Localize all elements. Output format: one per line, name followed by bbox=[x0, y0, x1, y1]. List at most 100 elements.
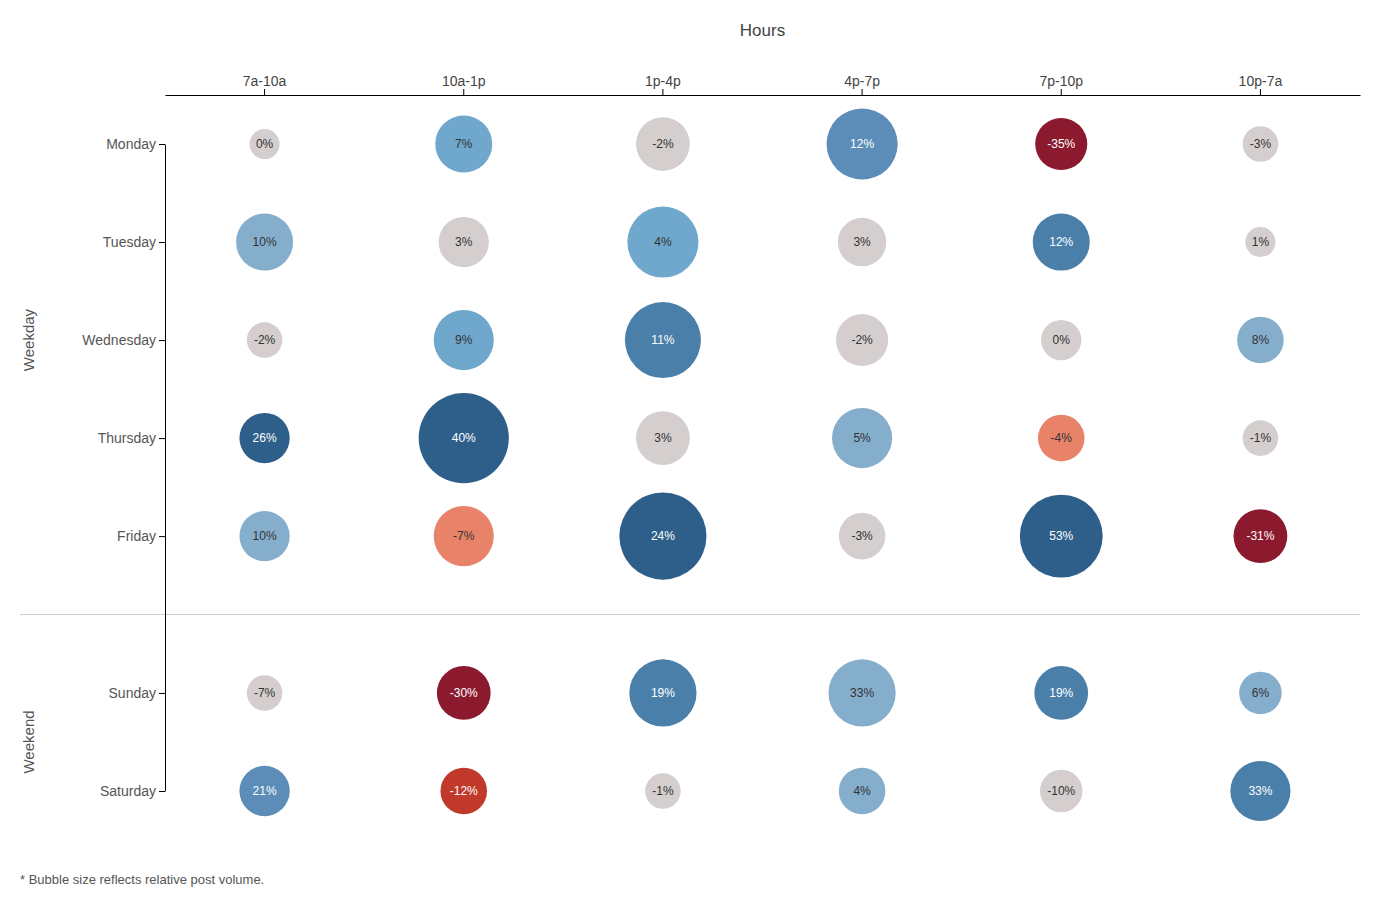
data-label: -3% bbox=[851, 529, 873, 543]
data-label: 3% bbox=[853, 235, 871, 249]
bubble bbox=[636, 411, 690, 465]
bubble bbox=[1234, 509, 1288, 563]
bubble bbox=[435, 115, 492, 172]
separators bbox=[20, 614, 1360, 615]
x-tick: 10a-1p bbox=[442, 73, 486, 95]
x-tick: 1p-4p bbox=[645, 73, 681, 95]
bubble bbox=[250, 129, 280, 159]
bubble bbox=[625, 302, 701, 378]
y-tick: Tuesday bbox=[103, 234, 165, 250]
y-tick: Saturday bbox=[100, 783, 165, 799]
bubble bbox=[1237, 317, 1284, 364]
bubble bbox=[437, 666, 491, 720]
bubble bbox=[1035, 118, 1087, 170]
bubble bbox=[836, 314, 888, 366]
annotations: * Bubble size reflects relative post vol… bbox=[20, 872, 264, 887]
bubble bbox=[1230, 761, 1290, 821]
y-tick-label: Tuesday bbox=[103, 234, 156, 250]
y-tick-mark bbox=[159, 340, 165, 341]
bubble bbox=[239, 766, 289, 816]
bubble bbox=[247, 322, 283, 358]
title: Hours bbox=[740, 21, 785, 40]
footnote: * Bubble size reflects relative post vol… bbox=[20, 872, 264, 887]
data-label: -7% bbox=[453, 529, 475, 543]
data-label: -2% bbox=[652, 137, 674, 151]
bubble bbox=[239, 413, 289, 463]
x-tick-mark bbox=[1260, 89, 1261, 95]
bubble bbox=[247, 675, 283, 711]
group-divider bbox=[20, 614, 1360, 615]
data-label: 10% bbox=[253, 529, 277, 543]
data-label: 26% bbox=[253, 431, 277, 445]
bubble bbox=[1245, 227, 1275, 257]
data-label: 4% bbox=[853, 784, 871, 798]
bubble bbox=[439, 217, 489, 267]
data-label: 24% bbox=[651, 529, 675, 543]
data-label: 7% bbox=[455, 137, 473, 151]
bubble bbox=[434, 506, 494, 566]
bubble bbox=[1038, 415, 1085, 462]
x-axis: 7a-10a 10a-1p 1p-4p 4p-7p 7p-10p 10p-7a bbox=[166, 73, 1361, 96]
y-tick: Thursday bbox=[98, 430, 165, 446]
y-tick: Wednesday bbox=[82, 332, 165, 348]
data-label: -2% bbox=[254, 333, 276, 347]
bubble bbox=[1040, 770, 1083, 813]
data-label: 0% bbox=[256, 137, 274, 151]
y-tick-label: Sunday bbox=[109, 685, 156, 701]
y-tick: Monday bbox=[106, 136, 165, 152]
bubble bbox=[440, 768, 487, 815]
data-label: -3% bbox=[1250, 137, 1272, 151]
x-tick-mark bbox=[463, 89, 464, 95]
bubble bbox=[1041, 320, 1081, 360]
data-label: -7% bbox=[254, 686, 276, 700]
data-label: -2% bbox=[851, 333, 873, 347]
bubble bbox=[1020, 495, 1103, 578]
x-tick: 10p-7a bbox=[1239, 73, 1283, 95]
plot: 7a-10a 10a-1p 1p-4p 4p-7p 7p-10p 10p-7a Monday… bbox=[20, 73, 1361, 821]
group-labels: WeekdayWeekend bbox=[20, 308, 37, 773]
data-label: -30% bbox=[450, 686, 478, 700]
bubble bbox=[1239, 672, 1282, 715]
group-label: Weekend bbox=[20, 710, 37, 773]
y-axis: MondayTuesdayWednesdayThursdayFridaySund… bbox=[82, 136, 165, 799]
bubble bbox=[1034, 666, 1088, 720]
x-tick-label: 10a-1p bbox=[442, 73, 486, 89]
bubbles bbox=[236, 108, 1290, 821]
x-tick-mark bbox=[1061, 89, 1062, 95]
bubble bbox=[236, 214, 293, 271]
bubble bbox=[239, 511, 289, 561]
data-label: 12% bbox=[1049, 235, 1073, 249]
data-label: 21% bbox=[253, 784, 277, 798]
bubble bbox=[419, 393, 509, 483]
x-tick-label: 1p-4p bbox=[645, 73, 681, 89]
bubble bbox=[619, 493, 706, 580]
data-label: 3% bbox=[455, 235, 473, 249]
data-label: 5% bbox=[853, 431, 871, 445]
y-tick: Sunday bbox=[109, 685, 165, 701]
bubble bbox=[839, 768, 886, 815]
bubble bbox=[1243, 420, 1279, 456]
x-tick: 7p-10p bbox=[1039, 73, 1083, 95]
x-tick: 4p-7p bbox=[844, 73, 880, 95]
x-axis-line bbox=[166, 95, 1361, 96]
data-label: 12% bbox=[850, 137, 874, 151]
bubble bbox=[827, 108, 898, 179]
x-tick: 7a-10a bbox=[243, 73, 287, 95]
data-label: 19% bbox=[651, 686, 675, 700]
data-label: 6% bbox=[1252, 686, 1270, 700]
y-tick-mark bbox=[159, 536, 165, 537]
bubble bbox=[828, 659, 895, 726]
data-label: 40% bbox=[452, 431, 476, 445]
y-tick-mark bbox=[159, 144, 165, 145]
data-label: -1% bbox=[652, 784, 674, 798]
bubble bbox=[1033, 214, 1090, 271]
data-label: -35% bbox=[1047, 137, 1075, 151]
data-label: 0% bbox=[1053, 333, 1071, 347]
bubble bbox=[832, 408, 892, 468]
x-tick-label: 7a-10a bbox=[243, 73, 287, 89]
x-tick-label: 4p-7p bbox=[844, 73, 880, 89]
y-tick-mark bbox=[159, 438, 165, 439]
data-label: 8% bbox=[1252, 333, 1270, 347]
data-labels: 0%7%-2%12%-35%-3%10%3%4%3%12%1%-2%9%11%-… bbox=[253, 137, 1275, 798]
bubble bbox=[838, 218, 886, 266]
